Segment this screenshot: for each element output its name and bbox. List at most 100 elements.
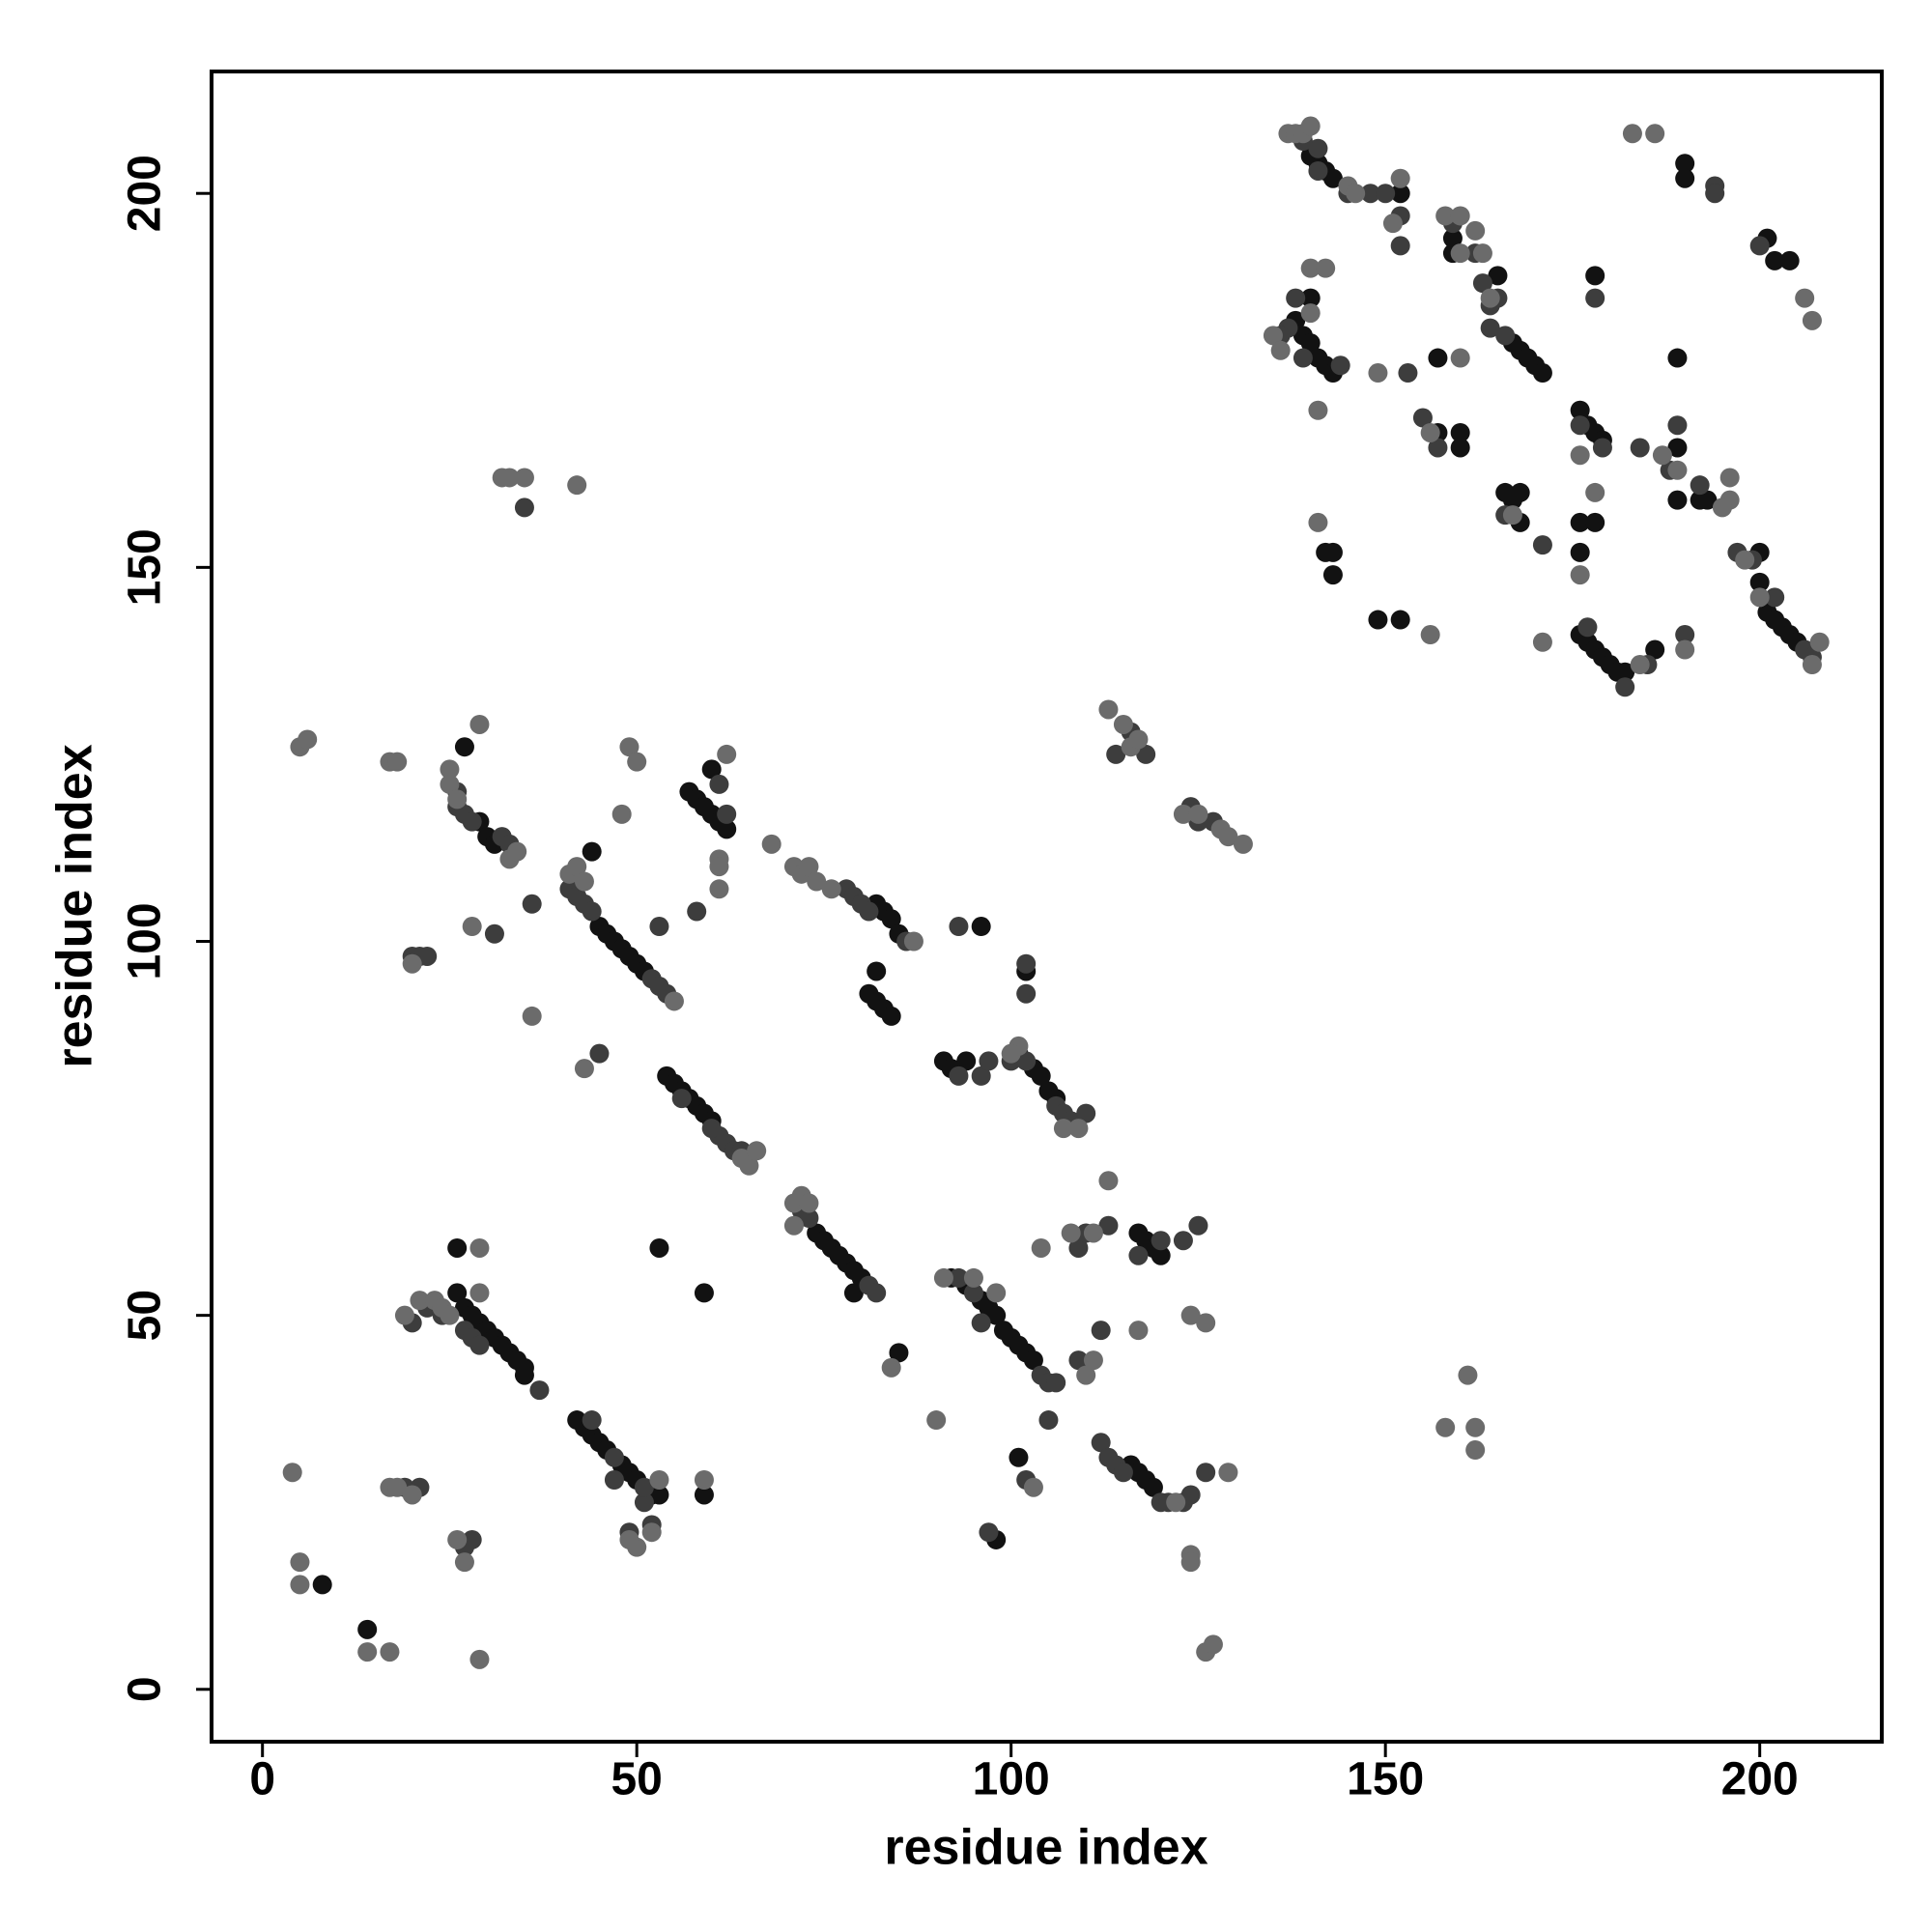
point <box>1420 625 1440 645</box>
point <box>1091 1433 1111 1453</box>
point <box>1615 662 1635 682</box>
point <box>694 1283 714 1303</box>
point <box>971 1065 991 1086</box>
point <box>1188 804 1208 824</box>
point <box>387 752 408 772</box>
point <box>1719 468 1740 488</box>
point <box>687 901 707 922</box>
point <box>1667 348 1688 368</box>
point <box>440 774 460 794</box>
x-tick-label: 200 <box>1721 1754 1799 1805</box>
point <box>1667 438 1688 458</box>
point <box>1465 1440 1486 1461</box>
point <box>1630 438 1650 458</box>
point <box>619 737 639 757</box>
point <box>1076 1365 1096 1385</box>
point <box>709 879 729 899</box>
point <box>1667 415 1688 436</box>
x-tick-label: 100 <box>973 1754 1050 1805</box>
point <box>1390 168 1410 188</box>
point <box>1458 1365 1478 1385</box>
point <box>1809 632 1830 652</box>
point <box>889 1343 909 1363</box>
point <box>1308 138 1328 158</box>
point <box>1083 1350 1103 1371</box>
point <box>1218 1463 1238 1483</box>
point <box>1570 445 1590 466</box>
point <box>394 1305 414 1325</box>
point <box>1136 744 1156 764</box>
point <box>514 468 534 488</box>
point <box>1495 326 1516 346</box>
point <box>1472 243 1492 264</box>
point <box>1570 542 1590 562</box>
point <box>1390 236 1410 256</box>
point <box>402 1485 422 1505</box>
point <box>926 1410 947 1431</box>
point <box>417 946 438 966</box>
point <box>1098 1171 1119 1191</box>
point <box>1009 1447 1029 1467</box>
point <box>402 953 422 974</box>
point <box>514 497 534 518</box>
point <box>971 1313 991 1333</box>
point <box>807 871 827 892</box>
plot-frame <box>210 70 1884 1744</box>
point <box>1435 206 1456 226</box>
point <box>1450 438 1470 458</box>
point <box>567 857 587 877</box>
point <box>604 1447 624 1467</box>
point <box>627 752 647 772</box>
point <box>949 1065 969 1086</box>
point <box>1173 1231 1193 1251</box>
point <box>1765 250 1785 270</box>
point <box>447 1283 468 1303</box>
point <box>701 1119 722 1139</box>
point <box>1705 184 1725 204</box>
point <box>611 804 632 824</box>
point <box>1270 340 1291 360</box>
point <box>1346 184 1366 204</box>
point <box>582 1410 602 1431</box>
point <box>469 1283 490 1303</box>
point <box>1196 1463 1216 1483</box>
point <box>1322 168 1343 188</box>
y-tick-label: 0 <box>120 1676 171 1702</box>
point <box>1098 699 1119 720</box>
point <box>522 894 542 914</box>
point <box>298 729 318 750</box>
point <box>1038 1410 1059 1431</box>
point <box>387 1477 408 1497</box>
point <box>1016 953 1037 974</box>
point <box>949 917 969 937</box>
point <box>469 1237 490 1258</box>
point <box>1382 213 1403 234</box>
point <box>1570 512 1590 532</box>
point <box>1645 124 1665 144</box>
point <box>963 1283 983 1303</box>
point <box>1675 639 1695 660</box>
point <box>1532 535 1552 555</box>
point <box>282 1463 302 1483</box>
point <box>1592 438 1612 458</box>
point <box>1098 1215 1119 1236</box>
point <box>1615 677 1635 697</box>
point <box>867 1283 887 1303</box>
point <box>1196 1313 1216 1333</box>
point <box>1151 1245 1171 1265</box>
point <box>357 1642 378 1662</box>
point <box>1412 408 1433 428</box>
point <box>1488 266 1508 286</box>
point <box>1046 1373 1066 1393</box>
x-tick-label: 0 <box>249 1754 275 1805</box>
point <box>843 1283 864 1303</box>
point <box>1106 744 1126 764</box>
point <box>1166 1492 1186 1513</box>
point <box>1368 610 1388 630</box>
point <box>1390 184 1410 204</box>
point <box>641 1522 662 1543</box>
point <box>717 744 737 764</box>
point <box>1390 610 1410 630</box>
point <box>1053 1119 1073 1139</box>
point <box>290 1575 310 1595</box>
